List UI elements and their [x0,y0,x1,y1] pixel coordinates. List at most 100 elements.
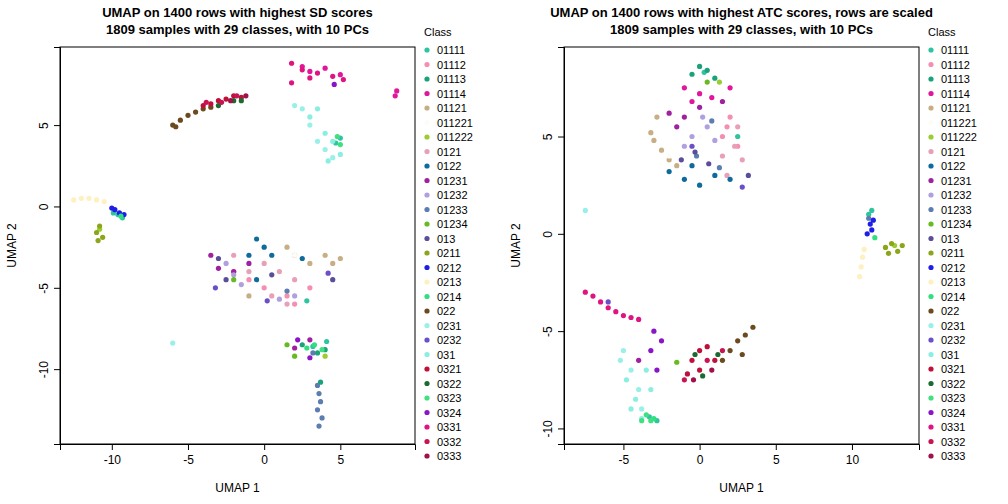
point [715,352,720,357]
legend-label: 0322 [437,378,461,390]
y-tick-mark [54,369,60,370]
point [316,424,321,429]
legend-label: 0322 [941,378,965,390]
legend-label: 0121 [437,146,461,158]
point [307,114,312,119]
y-tick-label: 5 [541,133,555,140]
point [304,345,309,350]
point [223,261,228,266]
point [720,99,725,104]
point [304,298,309,303]
point [326,158,331,163]
legend-marker [928,250,933,255]
point [310,350,315,355]
point [277,269,282,274]
point [326,271,331,276]
point [639,406,644,411]
point [100,235,105,240]
point [636,358,641,363]
point [689,99,694,104]
legend-marker [424,149,429,154]
legend-marker [928,395,933,400]
point [335,134,340,139]
point [700,114,705,119]
point [284,288,289,293]
legend-marker [424,366,429,371]
legend-label: 01232 [941,189,972,201]
chart-root: -10-505-10-505UMAP on 1400 rows with hig… [0,0,1008,504]
point [315,139,320,144]
y-tick: -5 [541,326,564,337]
point [606,305,611,310]
point [689,134,694,139]
legend-label: 0323 [941,392,965,404]
legend-marker [928,207,933,212]
point [269,272,274,277]
legend-marker [928,221,933,226]
y-tick-label: -5 [541,326,555,337]
point [316,391,321,396]
legend-label: 01113 [437,73,466,85]
point [315,383,320,388]
legend-label: 0232 [437,334,461,346]
point [895,249,900,254]
point [300,256,305,261]
point [324,339,329,344]
point [307,122,312,127]
x-tick-label: 0 [697,453,704,467]
legend-marker [424,381,429,386]
legend-label: 01114 [941,88,970,100]
y-axis: -10-505 [541,48,565,445]
legend-marker [424,337,429,342]
point [300,67,305,72]
point [583,208,588,213]
point [332,82,337,87]
legend-label: 013 [437,233,455,245]
x-tick: -10 [104,444,122,467]
point [674,124,679,129]
legend-label: 022 [437,305,455,317]
point [323,354,328,359]
legend-marker [928,279,933,284]
y-tick: -5 [37,283,60,294]
y-tick: 0 [37,203,60,210]
point [865,231,870,236]
point [709,95,714,100]
x-tick-label: -5 [619,453,630,467]
point [173,124,178,129]
point [323,66,328,71]
x-tick-label: 5 [773,453,780,467]
point [307,261,312,266]
y-tick: -10 [37,361,60,379]
legend-label: 01113 [941,73,970,85]
legend-label: 01233 [437,204,468,216]
point [292,103,297,108]
legend-marker [928,91,933,96]
legend-label: 01232 [437,189,468,201]
legend-label: 01111 [437,44,465,56]
point [323,253,328,258]
point [674,163,679,168]
legend: Class01111011120111301114011210112210112… [424,26,473,462]
point [651,329,656,334]
subtitle: 1809 samples with 29 classes, with 10 PC… [106,22,369,37]
point [300,106,305,111]
point [341,77,346,82]
point [697,183,702,188]
x-tick: -5 [183,444,194,467]
point [307,285,312,290]
y-axis-label: UMAP 2 [5,223,19,268]
point [312,342,317,347]
y-axis-line [558,48,565,445]
point [712,76,717,81]
point [740,352,745,357]
legend-label: 0213 [437,276,461,288]
legend-marker [424,120,429,125]
legend-marker [424,62,429,67]
point [735,124,740,129]
point [583,290,588,295]
legend-marker [928,62,933,67]
chart-svg: -10-505-10-505UMAP on 1400 rows with hig… [0,0,1008,504]
point [219,100,224,105]
point [712,138,717,143]
